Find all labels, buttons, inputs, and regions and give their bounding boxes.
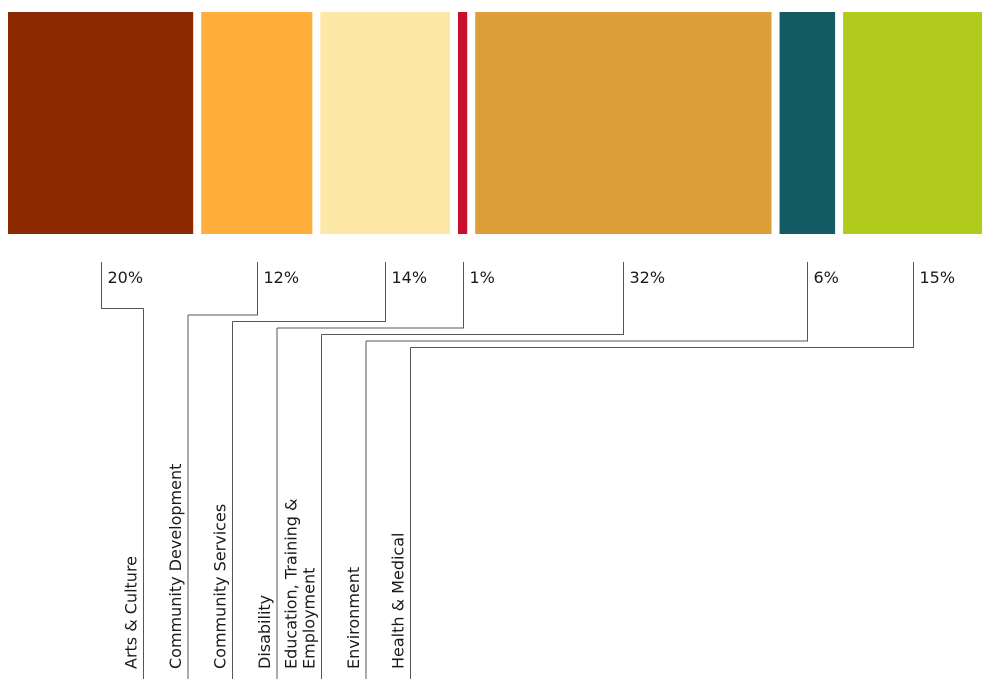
- value-label: 32%: [630, 268, 666, 287]
- value-label: 12%: [264, 268, 300, 287]
- value-label: 14%: [392, 268, 428, 287]
- category-label: Disability: [255, 595, 274, 669]
- leader-line: [321, 262, 624, 335]
- category-label: Community Services: [211, 504, 230, 669]
- category-label: Employment: [300, 568, 319, 669]
- value-label: 1%: [470, 268, 495, 287]
- bar-segment: [320, 12, 450, 234]
- bar-segment: [475, 12, 772, 234]
- bar-segment: [8, 12, 194, 234]
- leader-line: [101, 262, 144, 309]
- category-label: Community Development: [166, 464, 185, 669]
- category-label: Environment: [344, 567, 363, 669]
- bar-segment: [843, 12, 982, 234]
- leader-line: [232, 262, 386, 322]
- bar-segment: [779, 12, 836, 234]
- leader-line: [366, 262, 808, 342]
- bar-segment: [457, 12, 468, 234]
- value-label: 15%: [920, 268, 956, 287]
- bar-segment: [201, 12, 313, 234]
- category-label: Health & Medical: [389, 533, 408, 669]
- category-label: Education, Training &: [282, 498, 301, 669]
- leader-line: [188, 262, 258, 316]
- leader-line: [410, 262, 914, 348]
- value-label: 20%: [108, 268, 144, 287]
- value-label: 6%: [814, 268, 839, 287]
- category-label: Arts & Culture: [122, 556, 141, 669]
- leader-line: [277, 262, 464, 329]
